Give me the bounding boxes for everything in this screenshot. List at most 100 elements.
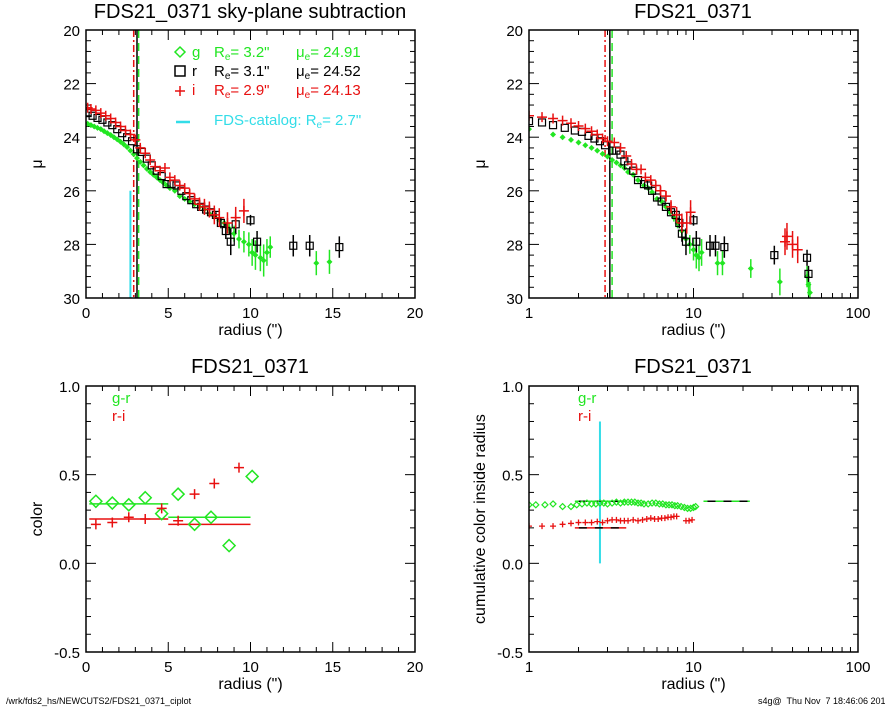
data-point [647,515,654,522]
plot-area [529,421,750,564]
series-r-i [90,462,244,530]
legend-band: i [192,82,195,99]
legend-mu-symbol: μ [296,44,305,61]
x-axis-label: radius (") [218,676,282,693]
data-point [689,516,696,523]
axis-ticks [528,385,858,653]
data-point [639,180,649,189]
data-point [802,253,812,262]
series-r-i [529,513,696,530]
y-tick-label: 1.0 [502,379,523,396]
x-tick-label: 0 [82,659,90,676]
data-point [88,494,103,509]
legend-re: Re= 2.9" [214,82,270,101]
data-point [582,142,589,149]
data-point [537,112,548,123]
data-point [686,517,693,524]
data-point [572,500,581,509]
y-tick-label: 0.0 [59,556,80,573]
data-point [238,205,249,216]
data-point [305,241,314,250]
data-point [634,499,642,507]
data-point [173,515,184,526]
y-tick-label: 0.0 [502,556,523,573]
data-point [123,512,134,523]
data-point [531,500,540,509]
data-point [130,134,141,145]
legend-mu-value: = 24.52 [310,63,360,80]
series-r [86,108,344,258]
data-point [137,147,147,157]
data-point [137,158,144,165]
x-tick-label: 20 [407,659,424,676]
legend-entry-r-i: r-i [112,408,125,425]
data-point [529,523,532,530]
legend-symbol [175,86,185,96]
data-point [660,191,671,202]
data-point [705,241,715,250]
data-point [720,242,729,252]
data-point [230,212,241,223]
data-point [787,239,798,250]
data-point [98,115,107,124]
x-axis-label: radius (") [661,676,725,693]
data-point [639,516,646,523]
series-g [86,120,333,277]
y-tick-label: 28 [63,237,80,254]
data-point [90,519,101,530]
data-point [792,244,803,255]
data-point [643,516,650,522]
plot-frame [528,29,859,299]
data-point [575,519,582,526]
data-point [214,212,225,223]
data-point [635,177,642,184]
y-tick-label: 1.0 [59,379,80,396]
data-point [222,217,233,228]
data-point [267,244,274,251]
chart-title: FDS21_0371 [634,1,752,23]
data-point [665,500,673,509]
plot-frame [85,385,416,653]
data-point [157,171,166,181]
legend-mu: μe= 24.52 [296,63,361,82]
data-point [588,144,595,151]
legend-re-symbol: R [214,82,225,99]
legend-entry-g-r: g-r [578,390,596,407]
data-point [203,510,219,525]
chart-color-cumulative: FDS21_0371 1 10 100 -0.5 0.0 0.5 1.0 radius (") c… [472,356,871,693]
data-point [245,469,260,484]
series-g [529,126,813,298]
y-tick-label: 24 [63,130,80,147]
chart-profile-linear: FDS21_0371 sky-plane subtraction 0 5 10 15 20… [29,1,423,339]
legend: g-rr-i [578,390,596,425]
data-point [670,501,679,510]
data-point [662,500,670,509]
data-point [127,147,134,154]
data-point [692,237,701,246]
x-tick-label: 100 [845,659,870,676]
data-point [636,164,647,175]
data-point [644,500,652,508]
data-point [162,180,171,189]
legend-re-value: = 3.2" [230,44,269,61]
legend-re-symbol: R [214,63,225,80]
data-point [612,498,621,507]
data-point [594,518,601,525]
legend-re: Re= 3.1" [214,63,270,82]
data-point [86,120,91,127]
y-axis-label: color [29,501,46,536]
data-point [711,241,720,250]
data-point [154,506,169,521]
data-point [671,209,682,220]
legend-re-sub: e [225,71,231,82]
plot-frame [528,385,859,653]
data-point [260,257,267,264]
y-tick-label: 20 [63,23,80,40]
legend-re: Re= 3.2" [214,44,270,63]
plot-area [529,30,813,298]
data-point [575,139,582,146]
data-point [681,237,691,246]
series-r [529,117,813,282]
legend-catalog-value: = 2.7" [322,112,361,129]
